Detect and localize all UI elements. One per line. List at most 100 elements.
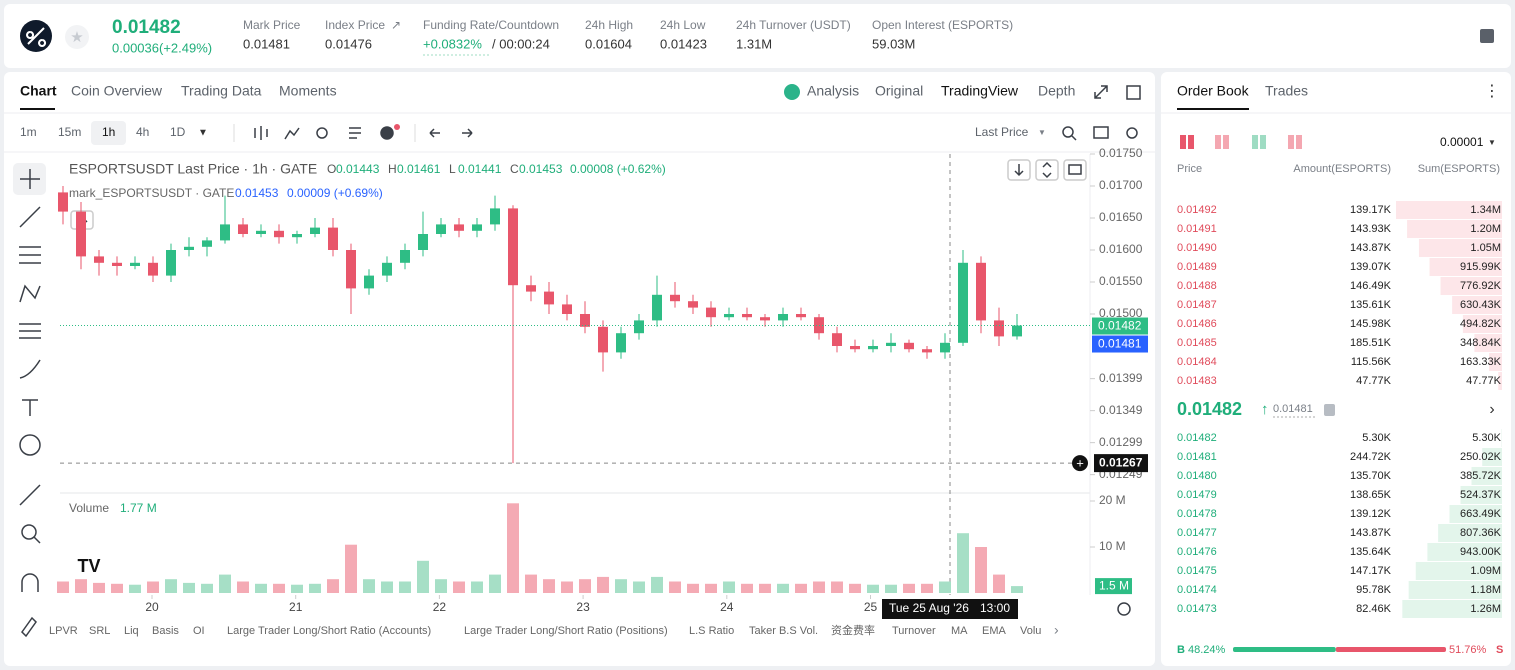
candle-body bbox=[958, 262, 968, 343]
ohlc-value: 0.01461 bbox=[397, 162, 441, 176]
book-amount: 5.30K bbox=[1362, 432, 1391, 444]
scroll-right[interactable]: › bbox=[1054, 622, 1059, 638]
depth-bar bbox=[1396, 201, 1502, 219]
view-tab[interactable]: Original bbox=[875, 83, 923, 99]
depth-bar bbox=[1471, 467, 1502, 485]
depth-bar bbox=[1429, 258, 1502, 276]
volume-bar bbox=[417, 560, 429, 593]
candle-body bbox=[130, 262, 140, 266]
indicator[interactable]: Turnover bbox=[892, 625, 936, 637]
add-alert-plus: + bbox=[1076, 456, 1084, 471]
more-icon[interactable]: ⋮ bbox=[1484, 83, 1500, 100]
book-amount: 82.46K bbox=[1356, 603, 1392, 615]
indicator[interactable]: Taker B.S Vol. bbox=[749, 625, 818, 637]
add-alert[interactable] bbox=[1072, 455, 1088, 472]
expand-arrow[interactable]: › bbox=[1489, 401, 1494, 418]
book-tab[interactable]: Trades bbox=[1265, 83, 1308, 99]
indicator[interactable]: Basis bbox=[152, 625, 179, 637]
volume-bar bbox=[867, 584, 879, 593]
stat-label: 24h Low bbox=[660, 18, 706, 32]
crosshair-price-tag bbox=[1094, 454, 1148, 473]
view-tab[interactable]: Analysis bbox=[807, 83, 859, 99]
depth-mode-icon[interactable] bbox=[1180, 135, 1194, 149]
dropdown-caret[interactable]: ▼ bbox=[1488, 138, 1496, 147]
book-amount: 185.51K bbox=[1350, 337, 1392, 349]
interval[interactable]: 1h bbox=[102, 125, 115, 139]
candle-body bbox=[904, 342, 914, 350]
tv-logo: TV bbox=[77, 556, 100, 576]
depth-mode-icon[interactable] bbox=[1288, 135, 1302, 149]
volume-bar bbox=[201, 583, 213, 593]
depth-bar bbox=[1407, 220, 1502, 238]
volume-tick-label: 20 M bbox=[1099, 493, 1126, 507]
last-price-tag bbox=[1092, 317, 1148, 335]
chart-tab[interactable]: Chart bbox=[20, 83, 57, 99]
indicator[interactable]: LPVR bbox=[49, 625, 78, 637]
candle-body bbox=[778, 314, 788, 321]
up-arrow: ↑ bbox=[1261, 401, 1269, 418]
window-icon[interactable] bbox=[1126, 85, 1141, 100]
candle-body bbox=[436, 224, 446, 234]
book-price: 0.01486 bbox=[1177, 318, 1217, 330]
shield-icon bbox=[1324, 404, 1335, 416]
stat-label: 24h Turnover (USDT) bbox=[736, 18, 851, 32]
book-sum: 47.77K bbox=[1466, 375, 1502, 387]
book-price: 0.01483 bbox=[1177, 375, 1217, 387]
interval[interactable]: 4h bbox=[136, 125, 149, 139]
indicator[interactable]: 资金费率 bbox=[831, 623, 875, 637]
indicator[interactable]: SRL bbox=[89, 625, 110, 637]
candle-body bbox=[634, 320, 644, 334]
link-arrow[interactable]: ↗ bbox=[391, 18, 401, 32]
indicator[interactable]: MA bbox=[951, 625, 968, 637]
precision[interactable]: 0.00001 bbox=[1440, 135, 1484, 149]
book-sum: 776.92K bbox=[1460, 280, 1502, 292]
candle-body bbox=[994, 320, 1004, 337]
last-price: 0.01482 bbox=[112, 17, 181, 38]
indicator[interactable]: Liq bbox=[124, 625, 139, 637]
book-icon[interactable] bbox=[1480, 29, 1494, 43]
ohlc-value: 0.01443 bbox=[336, 162, 380, 176]
crosshair-hour: 13:00 bbox=[980, 601, 1010, 615]
price-source[interactable]: Last Price bbox=[975, 125, 1029, 139]
candle-body bbox=[580, 314, 590, 327]
indicator[interactable]: Large Trader Long/Short Ratio (Positions… bbox=[464, 625, 668, 637]
interval[interactable]: 1m bbox=[20, 125, 37, 139]
stat-value: +0.0832% bbox=[423, 36, 482, 51]
dropdown-caret[interactable]: ▼ bbox=[198, 128, 208, 139]
indicator[interactable]: EMA bbox=[982, 625, 1007, 637]
book-amount: 143.87K bbox=[1350, 242, 1392, 254]
book-sum: 807.36K bbox=[1460, 527, 1502, 539]
volume-bar bbox=[885, 584, 897, 593]
indicator[interactable]: OI bbox=[193, 625, 205, 637]
candle-body bbox=[922, 349, 932, 353]
volume-bar bbox=[363, 579, 375, 593]
volume-bar bbox=[237, 581, 249, 593]
depth-mode-icon[interactable] bbox=[1252, 135, 1266, 149]
dropdown-caret[interactable]: ▼ bbox=[1038, 128, 1046, 137]
volume-bar bbox=[849, 583, 861, 593]
settings-icon[interactable] bbox=[1117, 602, 1131, 616]
expand-icon[interactable] bbox=[1094, 85, 1108, 99]
view-tab[interactable]: Depth bbox=[1038, 83, 1075, 99]
depth-bar bbox=[1402, 600, 1502, 618]
chart-tab[interactable]: Coin Overview bbox=[71, 83, 163, 99]
volume-bar bbox=[561, 581, 573, 593]
interval[interactable]: 15m bbox=[58, 125, 81, 139]
book-price: 0.01480 bbox=[1177, 470, 1217, 482]
indicator[interactable]: L.S Ratio bbox=[689, 625, 734, 637]
book-tab[interactable]: Order Book bbox=[1177, 83, 1250, 99]
book-amount: 139.12K bbox=[1350, 508, 1392, 520]
mid-price: 0.01482 bbox=[1177, 399, 1242, 419]
candle-body bbox=[976, 262, 986, 321]
interval[interactable]: 1D bbox=[170, 125, 186, 139]
indicator[interactable]: Large Trader Long/Short Ratio (Accounts) bbox=[227, 625, 431, 637]
view-tab[interactable]: TradingView bbox=[941, 83, 1019, 99]
chart-tab[interactable]: Trading Data bbox=[181, 83, 262, 99]
chart-tab[interactable]: Moments bbox=[279, 83, 337, 99]
depth-mode-icon[interactable] bbox=[1215, 135, 1221, 149]
book-sum: 1.20M bbox=[1470, 223, 1501, 235]
coin-logo-mark bbox=[26, 27, 47, 47]
indicator[interactable]: Volu bbox=[1020, 625, 1041, 637]
favorite-button[interactable] bbox=[65, 25, 89, 49]
